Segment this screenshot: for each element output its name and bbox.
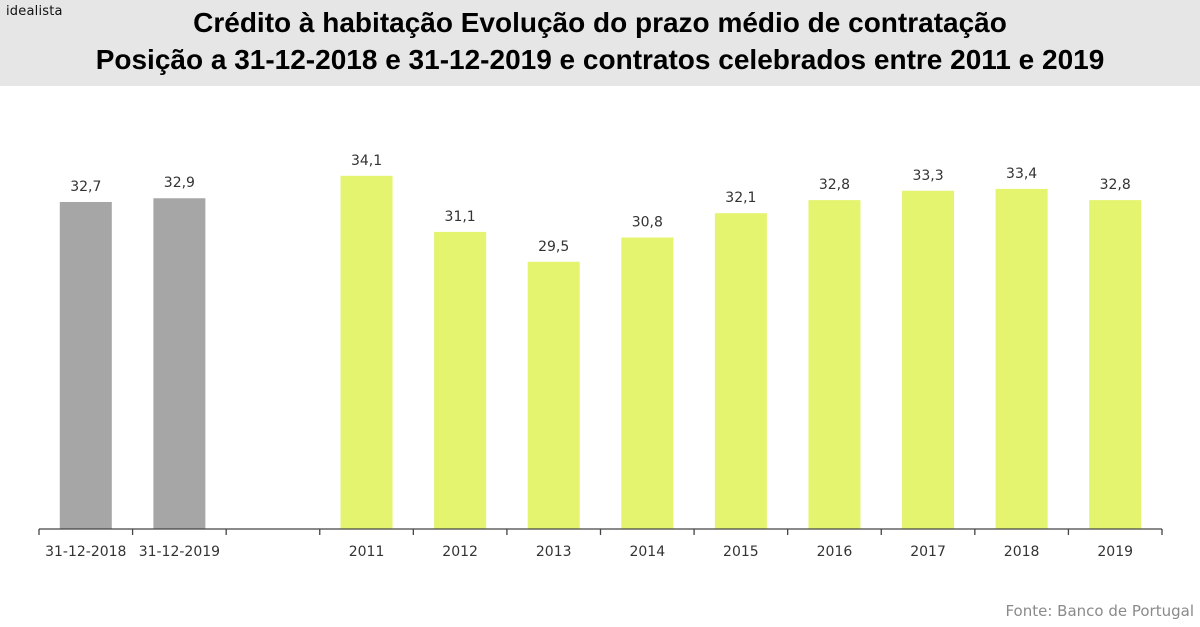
x-tick-label: 2011 [349, 544, 385, 560]
bar [1089, 200, 1142, 529]
bar [153, 198, 206, 529]
bar [995, 188, 1048, 529]
data-label: 31,1 [445, 209, 476, 225]
x-tick-label: 2015 [723, 544, 759, 560]
data-label: 32,8 [1100, 177, 1131, 193]
x-tick-label: 2013 [536, 544, 572, 560]
bar [621, 237, 674, 529]
chart-title-line-1: Crédito à habitação Evolução do prazo mé… [193, 7, 1007, 38]
x-tick-label: 2019 [1097, 544, 1133, 560]
x-tick-label: 2016 [817, 544, 853, 560]
bar [714, 213, 767, 529]
bar [902, 190, 955, 529]
x-tick-label: 2017 [910, 544, 946, 560]
bar [340, 175, 393, 529]
data-label: 33,3 [912, 168, 943, 184]
x-tick-label: 2014 [629, 544, 665, 560]
idealista-logo: idealista [6, 4, 63, 19]
data-label: 29,5 [538, 239, 569, 255]
data-label: 32,9 [164, 175, 195, 191]
bar [59, 201, 112, 529]
source-note: Fonte: Banco de Portugal [1005, 602, 1194, 620]
bar [434, 231, 487, 529]
title-banner: idealista Crédito à habitação Evolução d… [0, 0, 1200, 86]
chart-title-line-2: Posição a 31-12-2018 e 31-12-2019 e cont… [95, 44, 1105, 75]
data-label: 30,8 [632, 214, 663, 230]
data-label: 33,4 [1006, 166, 1037, 182]
x-tick-label: 2012 [442, 544, 478, 560]
data-label: 32,1 [725, 190, 756, 206]
data-label: 34,1 [351, 153, 382, 169]
bar [808, 200, 861, 529]
data-label: 32,7 [70, 179, 101, 195]
data-label: 32,8 [819, 177, 850, 193]
x-tick-label: 31-12-2018 [45, 544, 126, 560]
x-tick-label: 2018 [1004, 544, 1040, 560]
x-tick-label: 31-12-2019 [139, 544, 220, 560]
bar [527, 261, 580, 529]
